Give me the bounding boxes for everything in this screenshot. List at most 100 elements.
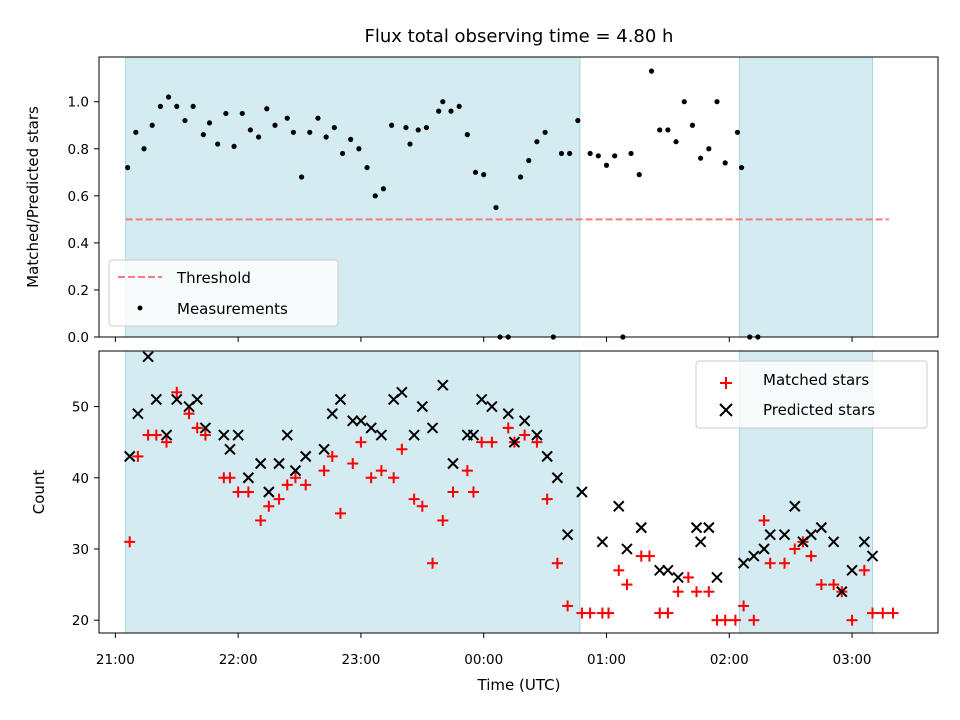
predicted-star-point <box>561 529 574 541</box>
measurement-point <box>256 134 262 140</box>
measurement-point <box>247 127 254 133</box>
predicted-star-point <box>758 543 770 555</box>
measurement-point <box>689 122 696 128</box>
measurement-point <box>636 172 642 178</box>
matched-star-point <box>584 607 596 619</box>
predicted-star-point <box>396 386 408 399</box>
measurement-point <box>706 146 712 152</box>
measurement-point <box>348 136 354 142</box>
predicted-star-point <box>635 521 647 534</box>
measurement-point <box>407 141 413 147</box>
measurement-point <box>567 150 573 157</box>
matched-star-point <box>199 429 211 441</box>
matched-star-point <box>789 543 801 555</box>
predicted-star-point <box>846 564 858 577</box>
matched-star-point <box>416 500 428 512</box>
measurement-point <box>323 134 329 140</box>
matched-star-point <box>408 493 420 505</box>
matched-star-point <box>427 557 439 569</box>
measurement-point <box>481 172 487 178</box>
measurement-point <box>133 129 139 135</box>
bottom-axes-frame <box>98 350 939 634</box>
predicted-star-point <box>132 407 144 420</box>
measurement-point <box>190 103 196 110</box>
predicted-star-point <box>486 400 498 413</box>
matched-star-point <box>255 514 267 526</box>
measurement-point <box>182 117 188 124</box>
y-tick-label: 50 <box>72 400 89 416</box>
measurement-point <box>612 153 618 159</box>
measurement-point <box>517 174 524 180</box>
matched-star-point <box>263 500 275 512</box>
measurement-point <box>472 169 479 175</box>
matched-star-point <box>365 472 377 484</box>
shaded-span <box>125 351 580 633</box>
x-tick-label: 23:00 <box>341 652 380 668</box>
shaded-span <box>739 57 873 337</box>
matched-star-point <box>161 436 173 448</box>
predicted-star-point <box>866 550 879 562</box>
predicted-star-point <box>653 564 666 577</box>
y-tick-label: 0.4 <box>68 236 89 252</box>
predicted-star-point <box>199 422 212 434</box>
matched-star-point <box>562 600 574 612</box>
predicted-star-point <box>375 429 388 441</box>
measurement-point <box>141 146 147 152</box>
measurement-point <box>165 94 172 100</box>
matched-star-point <box>691 586 703 598</box>
predicted-star-point <box>437 379 449 391</box>
matched-star-point <box>682 571 694 583</box>
measurement-point <box>423 124 430 131</box>
predicted-star-point <box>827 536 840 548</box>
measurement-point <box>595 153 601 159</box>
x-tick-label: 01:00 <box>587 652 626 668</box>
legend-matched-label: Matched stars <box>763 371 869 389</box>
matched-star-point <box>672 586 684 598</box>
matched-star-point <box>183 408 195 420</box>
measurement-point <box>298 174 305 180</box>
matched-star-point <box>846 614 858 626</box>
measurement-point <box>587 150 593 157</box>
predicted-star-point <box>467 429 480 441</box>
matched-star-point <box>326 450 338 462</box>
predicted-star-point <box>273 457 285 470</box>
top-legend-box <box>108 259 339 327</box>
matched-star-point <box>643 550 655 562</box>
predicted-star-point <box>326 407 338 420</box>
legend-predicted-label: Predicted stars <box>763 401 875 419</box>
matched-star-point <box>738 600 750 612</box>
bottom-y-ticks: 20 30 40 50 <box>72 400 99 629</box>
predicted-star-point <box>778 529 791 541</box>
measurement-point <box>534 139 540 145</box>
measurement-point <box>681 99 687 105</box>
predicted-star-point <box>142 350 154 363</box>
matched-star-point <box>375 465 387 477</box>
matched-star-point <box>815 579 827 591</box>
measurement-point <box>174 103 180 110</box>
matched-star-point <box>437 514 449 526</box>
matched-star-point <box>355 436 367 448</box>
matched-star-point <box>242 486 254 498</box>
top-y-ticks: 0.0 0.2 0.4 0.6 0.8 1.0 <box>68 95 99 346</box>
matched-star-point <box>748 614 760 626</box>
measurement-point <box>448 108 454 114</box>
matched-star-point <box>396 443 408 455</box>
measurement-point <box>149 122 155 128</box>
matched-star-point <box>887 607 899 619</box>
measurement-point <box>738 164 745 171</box>
matched-star-point <box>613 564 625 576</box>
matched-star-point <box>531 436 543 448</box>
top-y-axis-label: Matched/Predicted stars <box>24 106 42 288</box>
matched-star-point <box>347 458 359 470</box>
legend-measurements-label: Measurements <box>177 300 288 318</box>
measurement-point <box>436 108 442 114</box>
measurement-point <box>456 103 462 110</box>
top-axes-frame <box>98 56 939 338</box>
predicted-star-point <box>789 500 801 512</box>
predicted-star-point <box>690 521 703 534</box>
bottom-legend: Matched stars Predicted stars <box>695 360 928 429</box>
predicted-star-point <box>347 415 359 427</box>
legend-matched-swatch <box>720 377 732 389</box>
top-marks <box>125 68 761 340</box>
